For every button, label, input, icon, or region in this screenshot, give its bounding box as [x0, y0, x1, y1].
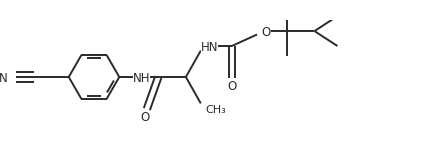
Text: HN: HN	[201, 41, 218, 54]
Text: NH: NH	[133, 72, 150, 85]
Text: CH₃: CH₃	[206, 105, 226, 115]
Text: O: O	[227, 80, 237, 93]
Text: O: O	[140, 111, 149, 124]
Text: O: O	[262, 26, 271, 39]
Text: N: N	[0, 72, 8, 85]
